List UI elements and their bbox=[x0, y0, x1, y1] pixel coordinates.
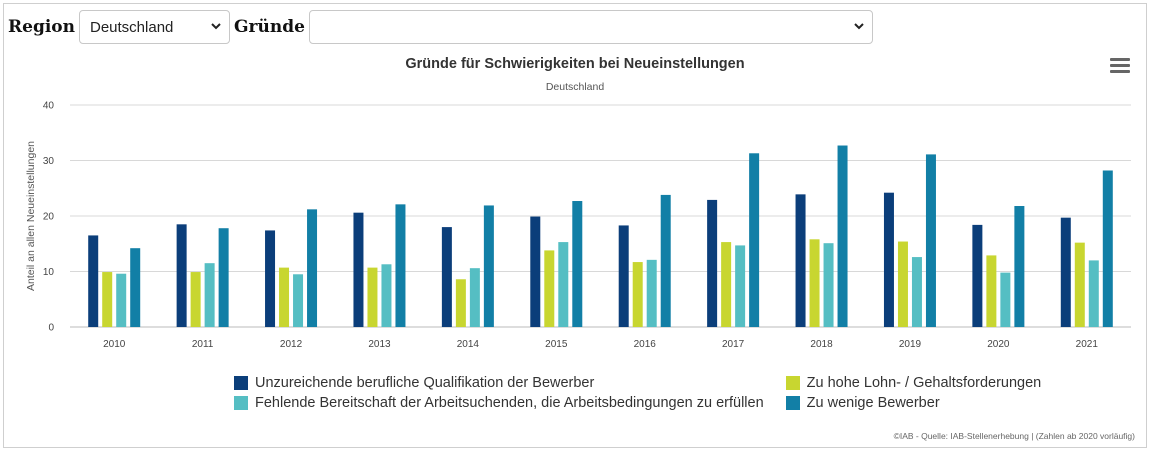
x-tick-label: 2020 bbox=[987, 339, 1010, 350]
region-select-value: Deutschland bbox=[90, 18, 174, 36]
legend-item[interactable]: Zu hohe Lohn- / Gehaltsforderungen bbox=[785, 375, 1042, 391]
bar[interactable] bbox=[88, 235, 99, 327]
bar[interactable] bbox=[1088, 260, 1099, 327]
bar[interactable] bbox=[660, 194, 671, 327]
x-tick-label: 2019 bbox=[899, 339, 922, 350]
bar-series bbox=[88, 145, 1113, 327]
bar[interactable] bbox=[381, 264, 392, 327]
bar[interactable] bbox=[883, 192, 894, 327]
chart-credits: ©IAB - Quelle: IAB-Stellenerhebung | (Za… bbox=[893, 431, 1135, 441]
gruende-label: Gründe bbox=[234, 17, 305, 37]
bar[interactable] bbox=[986, 255, 997, 327]
x-tick-label: 2012 bbox=[280, 339, 303, 350]
gruende-select[interactable] bbox=[308, 10, 873, 44]
x-tick-label: 2013 bbox=[368, 339, 391, 350]
x-tick-label: 2011 bbox=[192, 339, 214, 350]
region-label: Region bbox=[8, 17, 75, 37]
chart-legend: Unzureichende berufliche Qualifikation d… bbox=[234, 375, 1041, 411]
legend-swatch bbox=[234, 376, 248, 390]
bar[interactable] bbox=[837, 145, 848, 327]
chart-container bbox=[3, 3, 1147, 448]
chevron-down-icon bbox=[854, 23, 864, 30]
bar[interactable] bbox=[293, 274, 304, 327]
bar[interactable] bbox=[1074, 242, 1085, 327]
filter-controls: Region Deutschland Gründe bbox=[8, 9, 873, 45]
legend-swatch bbox=[785, 376, 800, 390]
legend-item[interactable]: Fehlende Bereitschaft der Arbeitsuchende… bbox=[234, 395, 764, 411]
legend-item[interactable]: Zu wenige Bewerber bbox=[785, 395, 1042, 411]
y-tick-label: 30 bbox=[43, 156, 55, 167]
y-tick-label: 10 bbox=[43, 267, 55, 278]
bar[interactable] bbox=[646, 259, 657, 327]
bar[interactable] bbox=[823, 243, 834, 327]
bar[interactable] bbox=[1000, 272, 1011, 327]
bar[interactable] bbox=[441, 227, 452, 327]
bar[interactable] bbox=[632, 262, 643, 327]
bar[interactable] bbox=[483, 205, 494, 327]
chart-menu-icon[interactable] bbox=[1110, 58, 1130, 76]
bar[interactable] bbox=[102, 272, 113, 327]
bar[interactable] bbox=[395, 204, 406, 327]
x-tick-label: 2014 bbox=[457, 339, 480, 350]
y-axis-labels: 0 10 20 30 40 bbox=[43, 101, 55, 334]
x-tick-label: 2016 bbox=[634, 339, 657, 350]
chart-title: Gründe für Schwierigkeiten bei Neueinste… bbox=[405, 56, 744, 72]
bar[interactable] bbox=[558, 242, 569, 327]
x-tick-label: 2017 bbox=[722, 339, 745, 350]
x-axis-labels: 2010 2011 2012 2013 2014 2015 2016 2017 2018 2019… bbox=[103, 339, 1098, 350]
bar[interactable] bbox=[735, 245, 746, 327]
x-tick-label: 2010 bbox=[103, 339, 126, 350]
x-tick-label: 2021 bbox=[1076, 339, 1099, 350]
bar[interactable] bbox=[469, 268, 480, 327]
bar[interactable] bbox=[279, 267, 290, 327]
bar[interactable] bbox=[925, 154, 936, 327]
bar[interactable] bbox=[176, 224, 187, 327]
bar[interactable] bbox=[1102, 170, 1113, 327]
x-tick-label: 2015 bbox=[545, 339, 568, 350]
bar[interactable] bbox=[809, 239, 820, 327]
bar[interactable] bbox=[1014, 206, 1025, 327]
bar[interactable] bbox=[530, 216, 541, 327]
bar[interactable] bbox=[1060, 217, 1071, 327]
bar[interactable] bbox=[116, 273, 127, 327]
bar[interactable] bbox=[218, 228, 229, 327]
legend-label: Zu hohe Lohn- / Gehaltsforderungen bbox=[806, 375, 1042, 391]
bar[interactable] bbox=[544, 250, 555, 327]
bar[interactable] bbox=[911, 257, 922, 327]
bar[interactable] bbox=[307, 209, 318, 327]
y-tick-label: 20 bbox=[43, 212, 55, 223]
bar[interactable] bbox=[897, 241, 908, 327]
legend-swatch bbox=[234, 396, 248, 410]
x-tick-label: 2018 bbox=[810, 339, 833, 350]
legend-label: Zu wenige Bewerber bbox=[806, 395, 940, 411]
legend-swatch bbox=[785, 396, 800, 410]
gridlines bbox=[70, 104, 1131, 328]
bar[interactable] bbox=[749, 153, 760, 327]
y-axis-title: Anteil an allen Neueinstellungen bbox=[25, 141, 37, 291]
bar[interactable] bbox=[204, 263, 215, 327]
y-tick-label: 0 bbox=[48, 323, 54, 334]
bar[interactable] bbox=[572, 201, 583, 327]
bar[interactable] bbox=[455, 279, 466, 327]
bar[interactable] bbox=[721, 242, 732, 327]
bar[interactable] bbox=[130, 248, 141, 327]
y-tick-label: 40 bbox=[43, 101, 55, 112]
bar[interactable] bbox=[972, 224, 983, 327]
chart-subtitle: Deutschland bbox=[546, 81, 605, 93]
chevron-down-icon bbox=[211, 23, 221, 30]
bar[interactable] bbox=[353, 212, 364, 327]
region-select[interactable]: Deutschland bbox=[79, 10, 230, 44]
bar[interactable] bbox=[618, 225, 629, 327]
bar[interactable] bbox=[707, 199, 718, 327]
legend-label: Unzureichende berufliche Qualifikation d… bbox=[255, 375, 595, 391]
bar[interactable] bbox=[367, 267, 378, 327]
bar[interactable] bbox=[190, 272, 201, 327]
bar[interactable] bbox=[795, 194, 806, 327]
legend-item[interactable]: Unzureichende berufliche Qualifikation d… bbox=[234, 375, 764, 391]
legend-label: Fehlende Bereitschaft der Arbeitsuchende… bbox=[255, 395, 764, 411]
bar[interactable] bbox=[265, 230, 276, 327]
